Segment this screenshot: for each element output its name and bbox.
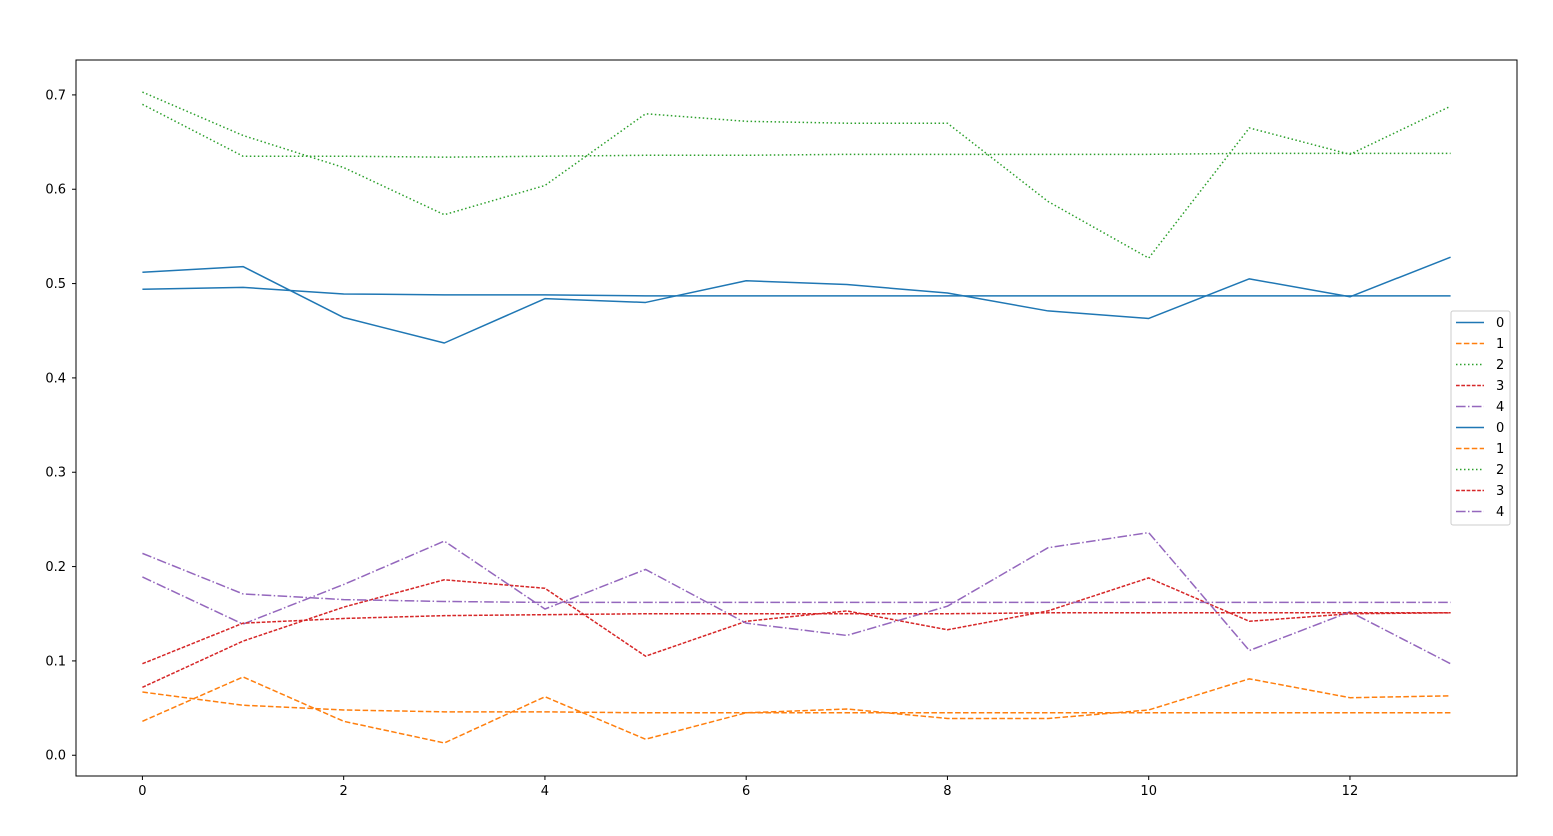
series-line-6 [142,691,1451,714]
series-5 [142,286,1451,297]
x-tick-label: 8 [943,784,951,799]
x-axis: 0 2 4 6 8 10 12 [138,776,1358,799]
series-line-3 [142,577,1451,689]
legend-label: 4 [1496,400,1504,415]
y-tick-label: 0.4 [45,371,66,386]
series-layer [142,91,1451,744]
legend-label: 0 [1496,421,1504,436]
series-0 [142,256,1451,344]
series-4 [142,531,1451,665]
series-6 [142,691,1451,714]
y-tick-label: 0.2 [45,560,66,575]
series-7 [142,103,1451,158]
plot-frame [75,59,1518,777]
series-2 [142,91,1451,259]
y-tick-label: 0.6 [45,183,66,198]
x-tick-label: 4 [541,784,549,799]
y-tick-label: 0.3 [45,466,66,481]
legend-label: 2 [1496,463,1504,478]
legend-label: 4 [1496,505,1504,520]
y-tick-label: 0.1 [45,654,66,669]
y-tick-label: 0.7 [45,88,66,103]
series-3 [142,577,1451,689]
x-tick-label: 0 [138,784,146,799]
legend: 0 1 2 3 4 0 1 2 3 4 [1450,310,1511,526]
legend-label: 2 [1496,358,1504,373]
legend-label: 3 [1496,484,1504,499]
x-tick-label: 6 [742,784,750,799]
series-line-2 [142,91,1451,259]
legend-box [1450,310,1511,526]
x-tick-label: 12 [1342,784,1359,799]
x-tick-label: 2 [340,784,348,799]
series-line-9 [142,552,1451,604]
legend-label: 0 [1496,316,1504,331]
series-8 [142,612,1451,665]
legend-label: 1 [1496,442,1504,457]
series-line-4 [142,531,1451,665]
legend-label: 3 [1496,379,1504,394]
y-axis: 0.0 0.1 0.2 0.3 0.4 0.5 0.6 0.7 [45,88,76,764]
x-tick-label: 10 [1140,784,1157,799]
series-line-1 [142,676,1451,744]
legend-label: 1 [1496,337,1504,352]
series-line-8 [142,612,1451,665]
series-1 [142,676,1451,744]
series-line-5 [142,286,1451,297]
series-line-0 [142,256,1451,344]
series-9 [142,552,1451,604]
y-tick-label: 0.0 [45,749,66,764]
y-tick-label: 0.5 [45,277,66,292]
